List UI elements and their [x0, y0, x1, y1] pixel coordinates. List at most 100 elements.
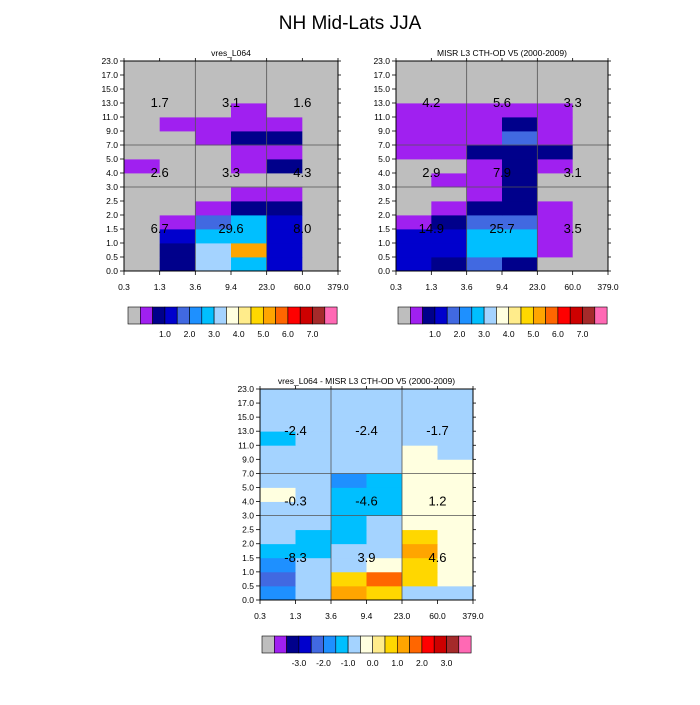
heatmap-cell — [466, 61, 503, 76]
heatmap-cell — [537, 243, 574, 258]
heatmap-cell — [466, 187, 503, 202]
heatmap-cell — [502, 145, 538, 160]
heatmap-cell — [502, 187, 538, 202]
heatmap-cell — [231, 75, 268, 90]
heatmap-cell — [124, 201, 161, 216]
colorbar-swatch — [557, 306, 571, 325]
heatmap-cell — [159, 61, 196, 76]
heatmap-cell — [396, 215, 432, 230]
heatmap-cell — [302, 61, 339, 76]
block-value-label: 3.1 — [564, 165, 582, 180]
y-tick-label: 0.0 — [378, 266, 390, 276]
heatmap-cell — [431, 215, 468, 230]
heatmap-cell — [366, 431, 403, 446]
heatmap-cell — [159, 215, 196, 230]
heatmap-cell — [195, 229, 232, 244]
heatmap-cell — [195, 159, 232, 174]
heatmap-cell — [431, 61, 468, 76]
heatmap-cell — [195, 257, 232, 272]
heatmap-cell — [231, 89, 268, 104]
heatmap-cell — [260, 389, 296, 404]
heatmap-cell — [195, 187, 232, 202]
y-tick-label: 1.5 — [378, 224, 390, 234]
heatmap-cell — [431, 103, 468, 118]
heatmap-cell — [366, 459, 403, 474]
panels-group: vres_L064 0.3 1.3 3.6 9.4 23.0 60.0 379.0 0.0 0.5… — [101, 48, 618, 621]
colorbar-swatch — [409, 635, 423, 654]
heatmap-cell — [295, 543, 332, 559]
heatmap-cell — [402, 459, 438, 474]
heatmap-cell — [572, 229, 609, 244]
colorbar-swatch — [262, 306, 276, 325]
heatmap-cell — [266, 229, 303, 244]
heatmap-cell — [302, 257, 339, 272]
heatmap-cell — [260, 445, 296, 460]
heatmap-cell — [266, 159, 303, 174]
panel-title: MISR L3 CTH-OD V5 (2000-2009) — [437, 48, 567, 58]
heatmap-cell — [572, 159, 609, 174]
colorbar-label: -1.0 — [341, 658, 356, 668]
colorbar-swatch — [323, 635, 337, 654]
heatmap-cell — [159, 117, 196, 132]
heatmap-cell — [331, 543, 367, 559]
x-tick-label: 0.3 — [390, 282, 402, 292]
colorbar-swatch — [287, 306, 301, 325]
heatmap-cell — [537, 159, 574, 174]
heatmap-cell — [159, 145, 196, 160]
heatmap-cell — [396, 159, 432, 174]
x-tick-label: 9.4 — [225, 282, 237, 292]
heatmap-cell — [231, 61, 268, 76]
heatmap-cell — [331, 585, 367, 601]
heatmap-cell — [159, 257, 196, 272]
x-tick-label: 3.6 — [189, 282, 201, 292]
heatmap-cell — [437, 501, 474, 516]
heatmap-cell — [124, 89, 161, 104]
heatmap-cell — [402, 557, 438, 573]
block-value-label: 14.9 — [419, 221, 444, 236]
heatmap-cell — [260, 543, 296, 559]
heatmap-cell — [466, 201, 503, 216]
colorbar-label: 4.0 — [503, 329, 515, 339]
heatmap-cell — [231, 229, 268, 244]
heatmap-cell — [124, 187, 161, 202]
colorbar-2: 1.0 2.0 3.0 4.0 5.0 6.0 7.0 — [397, 306, 608, 339]
heatmap-cell — [437, 389, 474, 404]
heatmap-cell — [466, 159, 503, 174]
colorbar-swatch — [273, 635, 287, 654]
colorbar-swatch — [324, 306, 338, 325]
heatmap-cell — [366, 585, 403, 601]
heatmap-cell — [266, 173, 303, 188]
heatmap-cell — [366, 543, 403, 559]
colorbar-1: 1.0 2.0 3.0 4.0 5.0 6.0 7.0 — [127, 306, 338, 339]
block-value-label: 1.2 — [428, 494, 446, 509]
colorbar-swatch — [189, 306, 203, 325]
x-tick-label: 379.0 — [462, 611, 484, 621]
heatmap-cell — [195, 75, 232, 90]
heatmap-cell — [260, 529, 296, 545]
heatmap-cell — [366, 515, 403, 531]
colorbar-label: 6.0 — [552, 329, 564, 339]
heatmap-cell — [302, 103, 339, 118]
colorbar-swatch — [152, 306, 166, 325]
heatmap-cell — [295, 403, 332, 418]
heatmap-cell — [331, 515, 367, 531]
colorbar-swatch — [397, 306, 411, 325]
y-tick-label: 0.0 — [242, 595, 254, 605]
heatmap-cell — [124, 131, 161, 146]
colorbar-swatch — [421, 635, 435, 654]
y-tick-label: 13.0 — [237, 426, 254, 436]
block-value-label: -2.4 — [284, 423, 306, 438]
heatmap-cell — [572, 75, 609, 90]
heatmap-cell — [295, 417, 332, 432]
heatmap-cell — [537, 215, 574, 230]
x-tick-label: 0.3 — [254, 611, 266, 621]
colorbar-label: 4.0 — [233, 329, 245, 339]
heatmap-cell — [195, 145, 232, 160]
heatmap-cell — [537, 187, 574, 202]
heatmap-cell — [572, 145, 609, 160]
colorbar-swatch — [286, 635, 300, 654]
colorbar-label: 3.0 — [441, 658, 453, 668]
heatmap-cell — [266, 215, 303, 230]
block-value-label: -0.3 — [284, 494, 306, 509]
x-tick-label: 23.0 — [258, 282, 275, 292]
